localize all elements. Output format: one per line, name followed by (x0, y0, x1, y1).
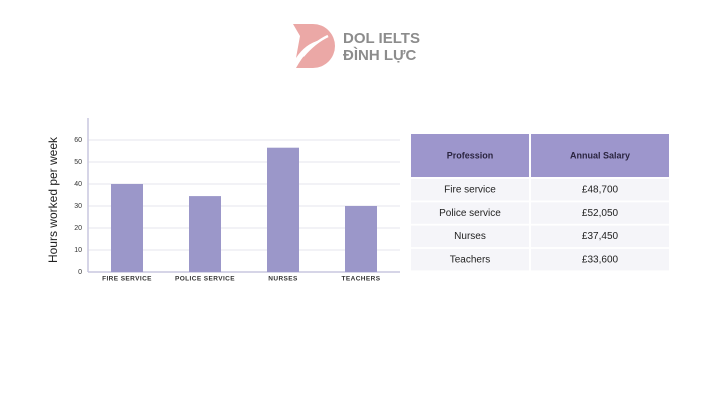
y-tick-label: 10 (74, 247, 82, 254)
logo-swoosh (302, 34, 329, 57)
y-tick-label: 50 (74, 159, 82, 166)
bar (189, 196, 221, 272)
bar (111, 184, 143, 272)
logo-text: ĐÌNH LỰC (343, 47, 416, 64)
table-cell-text: Police service (439, 208, 501, 219)
table-cell (411, 225, 529, 248)
x-tick-label: POLICE SERVICE (175, 276, 235, 283)
table-cell-text: Teachers (450, 255, 491, 266)
table-cell (531, 225, 669, 248)
table-cell (411, 248, 529, 271)
table-header-cell (411, 134, 529, 177)
bar (345, 206, 377, 272)
table-cell (531, 179, 669, 201)
table-cell (531, 248, 669, 271)
x-tick-label: FIRE SERVICE (102, 276, 152, 283)
table-cell-text: £33,600 (582, 255, 619, 266)
table-cell (411, 179, 529, 201)
table-cell (411, 202, 529, 224)
table-cell-text: Nurses (454, 231, 486, 242)
table-header-text: Profession (447, 150, 494, 160)
logo-text: DOL IELTS (343, 30, 420, 47)
table-cell-text: Fire service (444, 185, 496, 196)
x-tick-label: TEACHERS (342, 276, 381, 283)
table-header-text: Annual Salary (570, 150, 630, 160)
y-tick-label: 40 (74, 181, 82, 188)
table-cell-text: £48,700 (582, 185, 619, 196)
y-tick-label: 30 (74, 203, 82, 210)
y-axis-label: Hours worked per week (46, 136, 60, 263)
y-tick-label: 0 (78, 269, 82, 276)
table-cell (531, 202, 669, 224)
table-header-cell (531, 134, 669, 177)
y-tick-label: 60 (74, 137, 82, 144)
y-tick-label: 20 (74, 225, 82, 232)
bar (267, 147, 299, 272)
table-cell-text: £37,450 (582, 231, 619, 242)
table-cell-text: £52,050 (582, 208, 619, 219)
x-tick-label: NURSES (268, 276, 298, 283)
